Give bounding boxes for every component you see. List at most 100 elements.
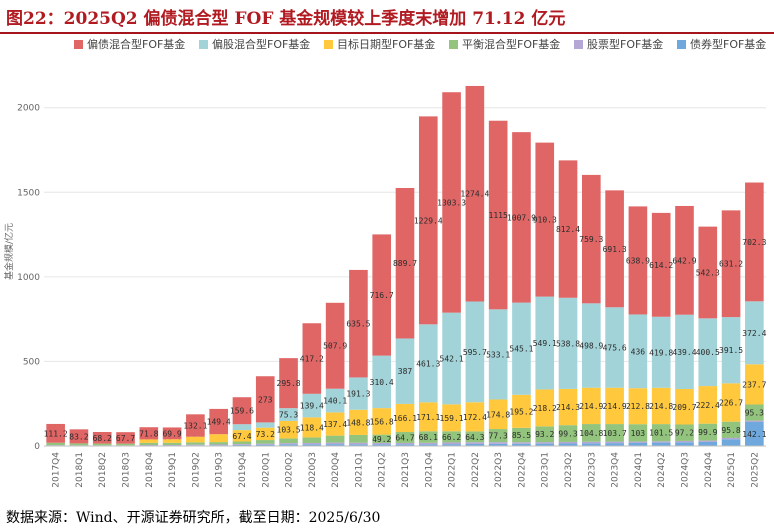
bar-segment — [628, 314, 648, 389]
bar-segment — [349, 442, 368, 445]
bar-segment — [349, 444, 368, 446]
bar-segment — [721, 421, 741, 438]
legend-label: 偏债混合型FOF基金 — [87, 37, 185, 51]
bar-segment — [232, 441, 252, 445]
bar-segment — [442, 444, 461, 446]
bar-segment — [745, 404, 764, 421]
data-label: 71.8 — [139, 429, 158, 438]
bar-segment — [162, 442, 182, 445]
bar-segment — [302, 393, 322, 418]
bar-segment — [325, 442, 345, 445]
x-tick-label: 2024Q3 — [680, 452, 690, 488]
bar-segment — [69, 443, 89, 446]
data-label: 533.1 — [486, 350, 510, 359]
data-label: 174.8 — [486, 410, 510, 419]
bar-segment — [418, 431, 438, 443]
x-tick-label: 2025Q2 — [750, 452, 760, 488]
data-label: 273 — [258, 395, 273, 404]
data-label: 1007.9 — [507, 213, 536, 222]
x-tick-label: 2020Q1 — [261, 452, 271, 488]
data-label: 716.7 — [370, 291, 394, 300]
data-label: 64.7 — [395, 433, 414, 442]
data-label: 103 — [631, 429, 646, 438]
bar-segment — [302, 442, 322, 445]
bar-segment — [675, 314, 694, 390]
data-label: 149.4 — [207, 418, 231, 427]
bar-segment — [535, 442, 555, 444]
bar-segment — [395, 432, 415, 443]
data-label: 103.5 — [277, 426, 301, 435]
bar-segment — [651, 424, 671, 442]
bar-segment — [442, 92, 461, 313]
y-axis-label: 基金规模/亿元 — [3, 223, 15, 280]
bar-segment — [255, 440, 275, 444]
x-tick-label: 2022Q2 — [471, 452, 481, 488]
x-tick-label: 2018Q4 — [145, 452, 155, 488]
bar-segment — [465, 431, 485, 443]
data-label: 475.6 — [603, 343, 627, 352]
bar-segment — [675, 440, 694, 443]
bar-segment — [302, 444, 322, 446]
bar-segment — [465, 85, 485, 302]
bar-segment — [255, 443, 275, 445]
data-label: 67.4 — [232, 432, 251, 441]
data-label: 614.2 — [649, 261, 673, 270]
bar-segment — [698, 423, 718, 441]
data-label: 295.8 — [277, 379, 301, 388]
data-label: 212.8 — [626, 402, 650, 411]
x-tick-label: 2024Q1 — [634, 452, 644, 488]
bar-segment — [675, 442, 694, 446]
bar-segment — [582, 441, 601, 444]
legend-label: 偏股混合型FOF基金 — [212, 37, 310, 51]
bar-segment — [535, 389, 555, 427]
data-label: 85.5 — [512, 431, 531, 440]
bar-segment — [745, 421, 764, 446]
bar-segment — [69, 429, 89, 444]
bar-segment — [372, 355, 392, 409]
data-label: 159.1 — [440, 414, 464, 423]
bar-segment — [116, 432, 135, 444]
bar-segment — [605, 387, 624, 425]
data-label: 400.5 — [696, 348, 720, 357]
x-tick-label: 2020Q3 — [308, 452, 318, 488]
data-label: 191.3 — [346, 390, 370, 399]
bar-segment — [721, 439, 741, 446]
bar-segment — [535, 296, 555, 390]
x-tick-label: 2021Q4 — [424, 452, 434, 488]
bar-segment — [302, 417, 322, 438]
bar-segment — [279, 408, 298, 421]
bar-segment — [418, 324, 438, 403]
data-label: 67.7 — [116, 434, 135, 443]
bar-segment — [232, 430, 252, 442]
bar-segment — [535, 426, 555, 443]
bar-segment — [232, 444, 252, 445]
bar-segment — [162, 444, 182, 446]
data-label: 310.4 — [370, 378, 394, 387]
bar-segment — [698, 386, 718, 424]
bar-segment — [279, 420, 298, 439]
bar-segment — [745, 364, 764, 405]
bar-segment — [92, 431, 112, 444]
bar-segment — [139, 442, 159, 445]
bar-segment — [418, 444, 438, 446]
bar-segment — [279, 438, 298, 444]
data-label: 439.4 — [672, 348, 696, 357]
bar-segment — [372, 234, 392, 356]
bar-segment — [558, 297, 578, 389]
x-tick-label: 2024Q2 — [657, 452, 667, 488]
bar-segment — [442, 312, 461, 405]
bar-segment — [535, 443, 555, 446]
data-label: 156.8 — [370, 417, 394, 426]
data-label: 49.2 — [372, 435, 391, 444]
x-tick-label: 2018Q3 — [122, 452, 132, 488]
bar-segment — [395, 403, 415, 433]
bar-segment — [442, 431, 461, 443]
bar-segment — [628, 442, 648, 446]
data-label: 222.4 — [696, 401, 720, 410]
data-label: 419.8 — [649, 348, 673, 357]
bar-segment — [255, 422, 275, 428]
bar-segment — [46, 423, 65, 443]
bar-segment — [418, 442, 438, 445]
bar-segment — [465, 402, 485, 432]
data-label: 631.2 — [719, 260, 743, 269]
